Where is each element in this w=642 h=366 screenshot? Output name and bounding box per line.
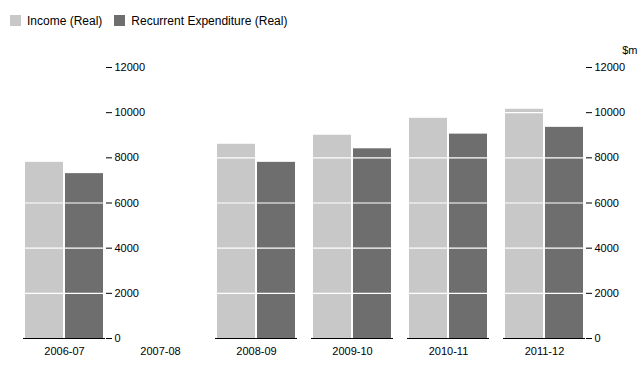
svg-text:2011-12: 2011-12 xyxy=(525,345,565,357)
svg-text:4000: 4000 xyxy=(595,242,619,254)
svg-text:2000: 2000 xyxy=(595,287,619,299)
svg-text:4000: 4000 xyxy=(115,242,139,254)
svg-text:12000: 12000 xyxy=(595,61,626,73)
svg-text:0: 0 xyxy=(115,332,121,344)
html-text:Income (Real): Income (Real) xyxy=(27,13,103,28)
svg-text:2000: 2000 xyxy=(115,287,139,299)
svg-text:10000: 10000 xyxy=(595,106,626,118)
svg-text:2010-11: 2010-11 xyxy=(429,345,469,357)
svg-text:6000: 6000 xyxy=(115,197,139,209)
svg-text:2007-08: 2007-08 xyxy=(140,345,180,357)
svg-text:8000: 8000 xyxy=(595,151,619,163)
svg-text:8000: 8000 xyxy=(115,151,139,163)
svg-text:$m: $m xyxy=(622,44,637,56)
svg-text:2009-10: 2009-10 xyxy=(332,345,372,357)
svg-text:10000: 10000 xyxy=(115,106,146,118)
svg-text:12000: 12000 xyxy=(115,61,146,73)
svg-text:2008-09: 2008-09 xyxy=(236,345,276,357)
svg-text:0: 0 xyxy=(595,332,601,344)
svg-text:2006-07: 2006-07 xyxy=(44,345,84,357)
svg-text:6000: 6000 xyxy=(595,197,619,209)
html-text:Recurrent Expenditure (Real): Recurrent Expenditure (Real) xyxy=(131,13,288,28)
